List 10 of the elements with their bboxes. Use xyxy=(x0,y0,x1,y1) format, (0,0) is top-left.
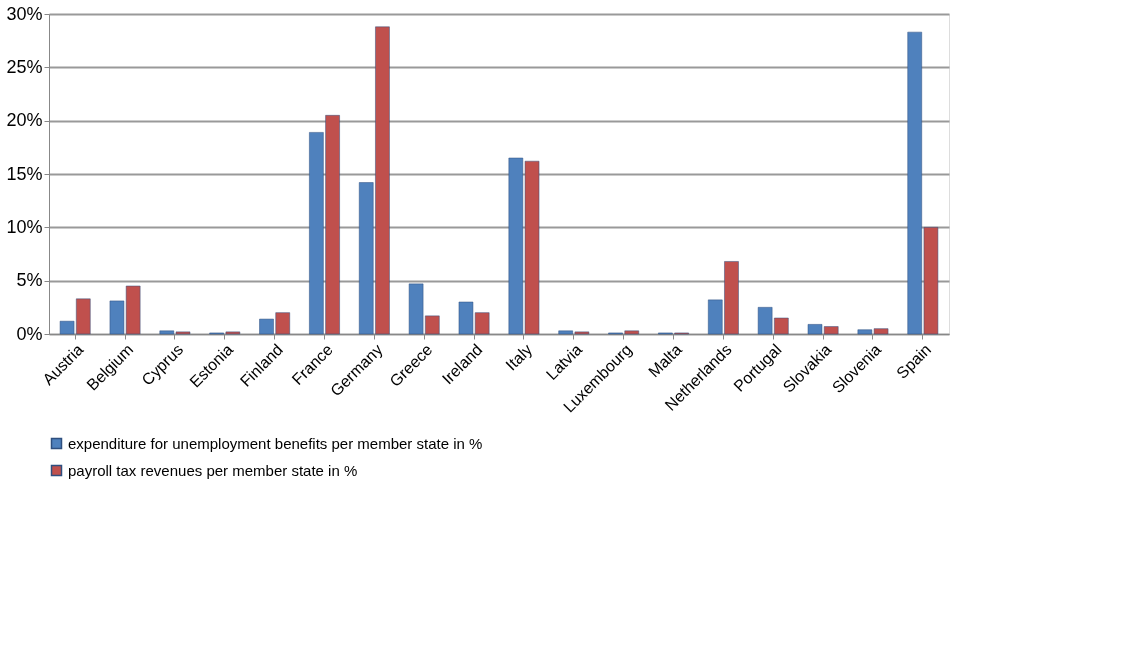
x-tick-label: Italy xyxy=(502,340,536,374)
y-tick-label: 25% xyxy=(6,56,43,77)
legend-label: payroll tax revenues per member state in % xyxy=(68,461,358,479)
y-tick-label: 20% xyxy=(6,110,43,131)
y-tick-label: 5% xyxy=(16,270,43,291)
y-tick-label: 10% xyxy=(6,216,43,237)
y-tick-label: 30% xyxy=(6,3,43,24)
legend-label: expenditure for unemployment benefits per member state in % xyxy=(68,434,483,452)
y-tick-label: 15% xyxy=(6,163,43,184)
y-tick-label: 0% xyxy=(16,323,43,344)
